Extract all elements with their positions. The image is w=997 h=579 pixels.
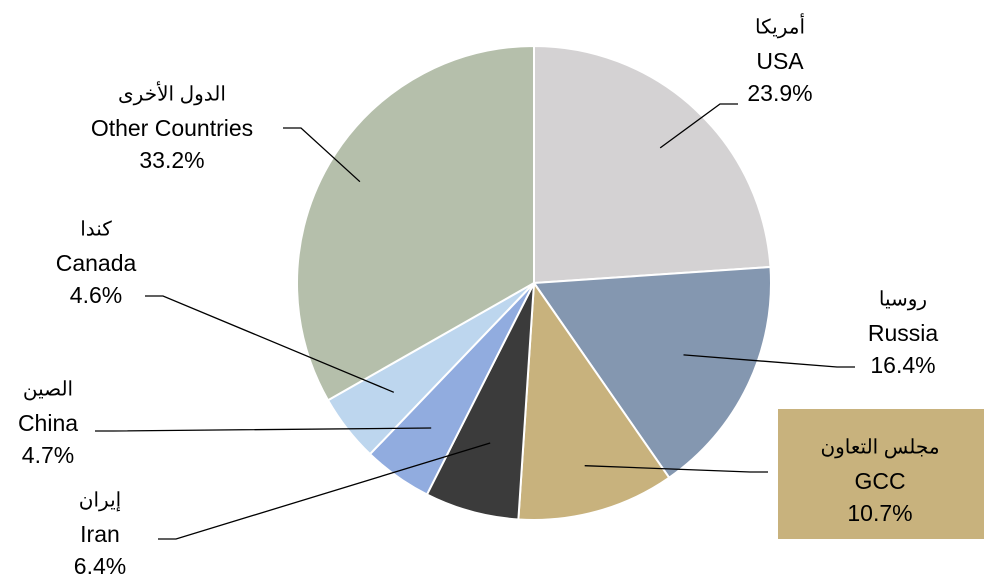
label-english-usa: USA — [756, 48, 804, 74]
label-box-gcc — [778, 409, 984, 539]
pie-slices — [296, 44, 772, 521]
slice-usa — [533, 44, 772, 285]
label-arabic-iran: إيران — [79, 490, 121, 513]
slice-russia — [532, 265, 772, 480]
label-arabic-canada: كندا — [80, 219, 112, 241]
label-percent-canada: 4.6% — [70, 282, 122, 308]
label-percent-gcc: 10.7% — [847, 500, 912, 526]
label-english-iran: Iran — [80, 521, 120, 547]
leader-line-china — [95, 427, 432, 432]
label-arabic-russia: روسيا — [879, 289, 927, 311]
leader-line-usa — [659, 103, 738, 149]
label-arabic-china: الصين — [23, 379, 73, 401]
label-arabic-gcc: مجلس التعاون — [820, 437, 939, 459]
label-english-russia: Russia — [868, 320, 939, 346]
slice-label-china: الصين China 4.7% — [18, 379, 78, 468]
leader-line-canada — [145, 295, 395, 393]
leader-line-russia — [683, 354, 855, 368]
label-percent-other-countries: 33.2% — [139, 147, 204, 173]
slice-gcc — [517, 280, 671, 521]
slice-label-gcc: مجلس التعاون GCC 10.7% — [778, 409, 984, 539]
label-english-gcc: GCC — [854, 468, 905, 494]
label-arabic-usa: أمريكا — [755, 13, 805, 39]
label-english-china: China — [18, 410, 78, 436]
leader-line-gcc — [584, 465, 768, 473]
label-english-other-countries: Other Countries — [91, 115, 253, 141]
leader-line-iran — [158, 442, 491, 540]
leader-line-other-countries — [283, 127, 361, 183]
slice-labels: أمريكا USA 23.9% روسيا Russia 16.4% مجلس التعا… — [18, 13, 984, 579]
label-english-canada: Canada — [56, 250, 137, 276]
slice-label-usa: أمريكا USA 23.9% — [747, 13, 812, 106]
label-percent-china: 4.7% — [22, 442, 74, 468]
slice-label-russia: روسيا Russia 16.4% — [868, 289, 939, 378]
label-arabic-other-countries: الدول الأخرى — [118, 81, 226, 106]
slice-label-iran: إيران Iran 6.4% — [74, 490, 126, 579]
slice-label-canada: كندا Canada 4.6% — [56, 219, 137, 308]
label-percent-iran: 6.4% — [74, 553, 126, 579]
label-percent-russia: 16.4% — [870, 352, 935, 378]
slice-label-other-countries: الدول الأخرى Other Countries 33.2% — [91, 81, 253, 173]
label-percent-usa: 23.9% — [747, 80, 812, 106]
leader-lines — [95, 103, 855, 540]
slice-other-countries — [296, 44, 535, 402]
